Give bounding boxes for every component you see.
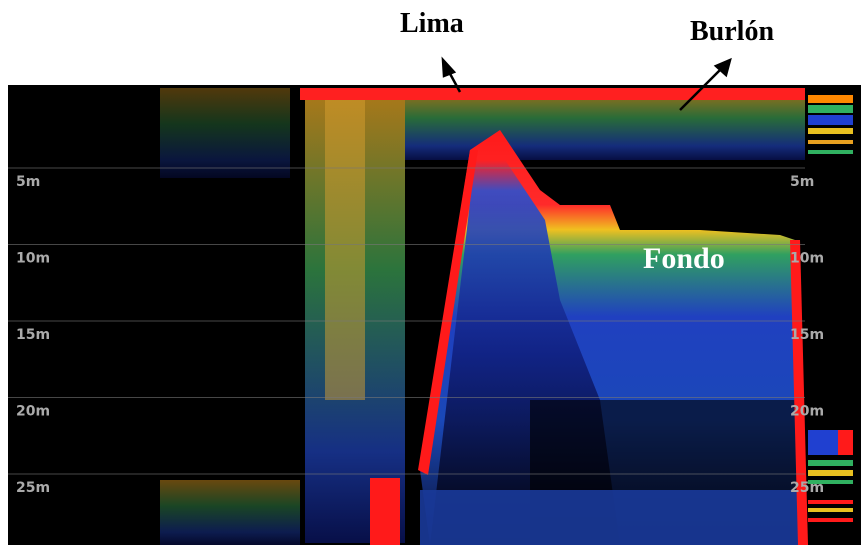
fondo-label: Fondo <box>643 242 725 275</box>
depth-label-left: 10m <box>16 251 50 267</box>
depth-label-right: 5m <box>790 174 814 190</box>
depth-label-right: 25m <box>790 480 824 496</box>
depth-label-right: 10m <box>790 251 824 267</box>
depth-label-right: 20m <box>790 404 824 420</box>
depth-label-left: 5m <box>16 174 40 190</box>
depth-label-right: 15m <box>790 327 824 343</box>
echogram-screenshot: 5m 5m 10m 10m 15m 15m 20m 20m 25m 25m Lima Burlón… <box>0 0 861 545</box>
depth-label-left: 15m <box>16 327 50 343</box>
lima-label: Lima <box>400 8 464 39</box>
burlon-label: Burlón <box>690 16 774 47</box>
depth-label-left: 20m <box>16 404 50 420</box>
depth-label-left: 25m <box>16 480 50 496</box>
